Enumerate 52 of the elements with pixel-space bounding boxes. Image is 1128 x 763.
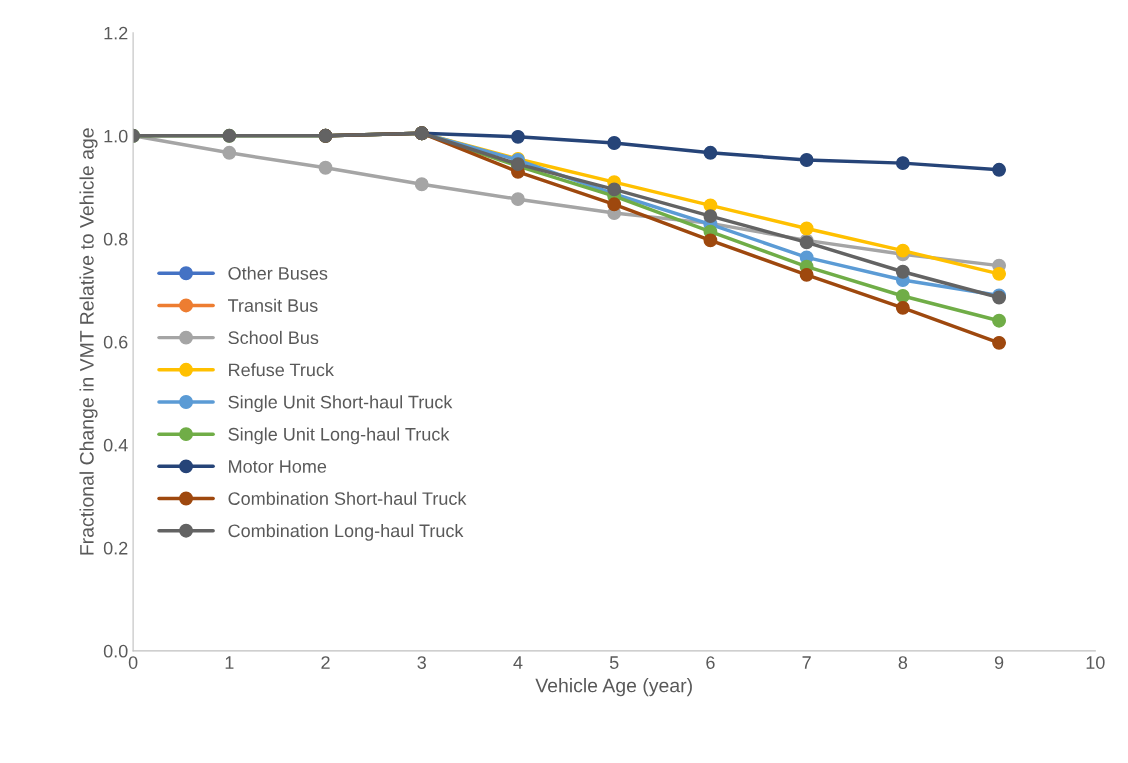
x-tick-label: 5 [609, 656, 619, 669]
legend-label: Motor Home [229, 460, 327, 473]
x-tick-label: 7 [802, 656, 811, 669]
legend-label: Single Unit Short-haul Truck [228, 395, 453, 413]
point [703, 233, 718, 248]
point [607, 136, 622, 150]
y-tick-label: 0.0 [103, 644, 128, 658]
y-tick-label: 0.8 [103, 232, 128, 246]
legend-label: School Bus [228, 330, 319, 345]
y-tick-label: 1.0 [104, 129, 128, 143]
x-tick-label: 10 [1086, 656, 1105, 669]
y-tick-label: 0.2 [103, 541, 128, 555]
point [992, 162, 1007, 177]
x-tick-label: 9 [994, 656, 1004, 669]
point [414, 177, 429, 192]
point [318, 160, 333, 175]
x-tick-label: 0 [128, 656, 138, 669]
y-tick-label: 0.6 [103, 335, 128, 349]
point [222, 145, 237, 160]
x-tick-label: 1 [225, 656, 234, 669]
x-tick-label: 2 [321, 656, 330, 669]
point [992, 335, 1007, 350]
legend-label: Combination Short-haul Truck [228, 491, 467, 506]
point [607, 182, 622, 197]
point [703, 145, 718, 160]
point [895, 300, 910, 315]
point [992, 313, 1007, 328]
point [607, 197, 622, 212]
point [703, 209, 718, 224]
legend-label: Refuse Truck [229, 363, 334, 377]
y-tick-label: 1.2 [104, 26, 128, 40]
legend-label: Other Buses [228, 266, 328, 280]
y-tick-label: 0.4 [103, 438, 128, 452]
x-axis-title: Vehicle Age (year) [535, 678, 692, 697]
point [895, 264, 910, 279]
point [799, 221, 814, 236]
legend-label: Single Unit Long-haul Truck [228, 427, 450, 445]
point [992, 266, 1007, 281]
point [799, 267, 814, 282]
x-tick-label: 4 [513, 656, 523, 669]
point [895, 289, 910, 303]
legend-label: Transit Bus [227, 298, 318, 312]
y-axis-title: Fractional Change in VMT Relative to Vehicle age [79, 128, 98, 555]
point [895, 156, 910, 171]
x-tick-label: 6 [706, 656, 715, 669]
point [511, 129, 525, 144]
point [895, 243, 910, 258]
x-tick-label: 8 [898, 656, 908, 669]
point [799, 153, 814, 167]
legend-label: Combination Long-haul Truck [228, 523, 464, 541]
x-tick-label: 3 [417, 656, 426, 669]
point [511, 192, 525, 207]
